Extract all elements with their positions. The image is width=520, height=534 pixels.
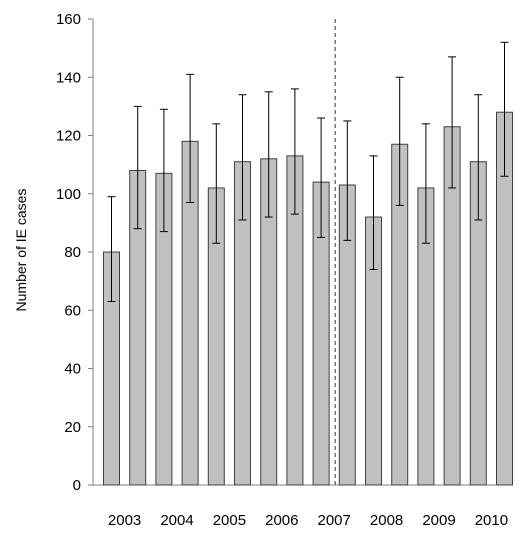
x-tick-label: 2003: [108, 512, 141, 529]
y-tick-label: 60: [64, 302, 81, 319]
y-axis-label: Number of IE cases: [13, 189, 29, 312]
y-tick-label: 100: [56, 186, 81, 203]
plot-area: 0 20 40 60 80 100 120 140 160 2003 2004 2005 2006 200…: [56, 11, 513, 529]
y-tick-label: 40: [64, 361, 81, 378]
x-tick-label: 2009: [422, 512, 455, 529]
y-tick-label: 20: [64, 419, 81, 436]
x-tick-label: 2008: [370, 512, 403, 529]
y-tick-label: 0: [73, 477, 81, 494]
x-tick-label: 2010: [475, 512, 508, 529]
x-tick-label: 2004: [160, 512, 193, 529]
y-tick-label: 160: [56, 11, 81, 28]
x-tick-label: 2006: [265, 512, 298, 529]
y-tick-label: 140: [56, 69, 81, 86]
x-tick-label: 2007: [318, 512, 351, 529]
x-tick-label: 2005: [213, 512, 246, 529]
y-tick-label: 120: [56, 128, 81, 145]
y-tick-label: 80: [64, 244, 81, 261]
